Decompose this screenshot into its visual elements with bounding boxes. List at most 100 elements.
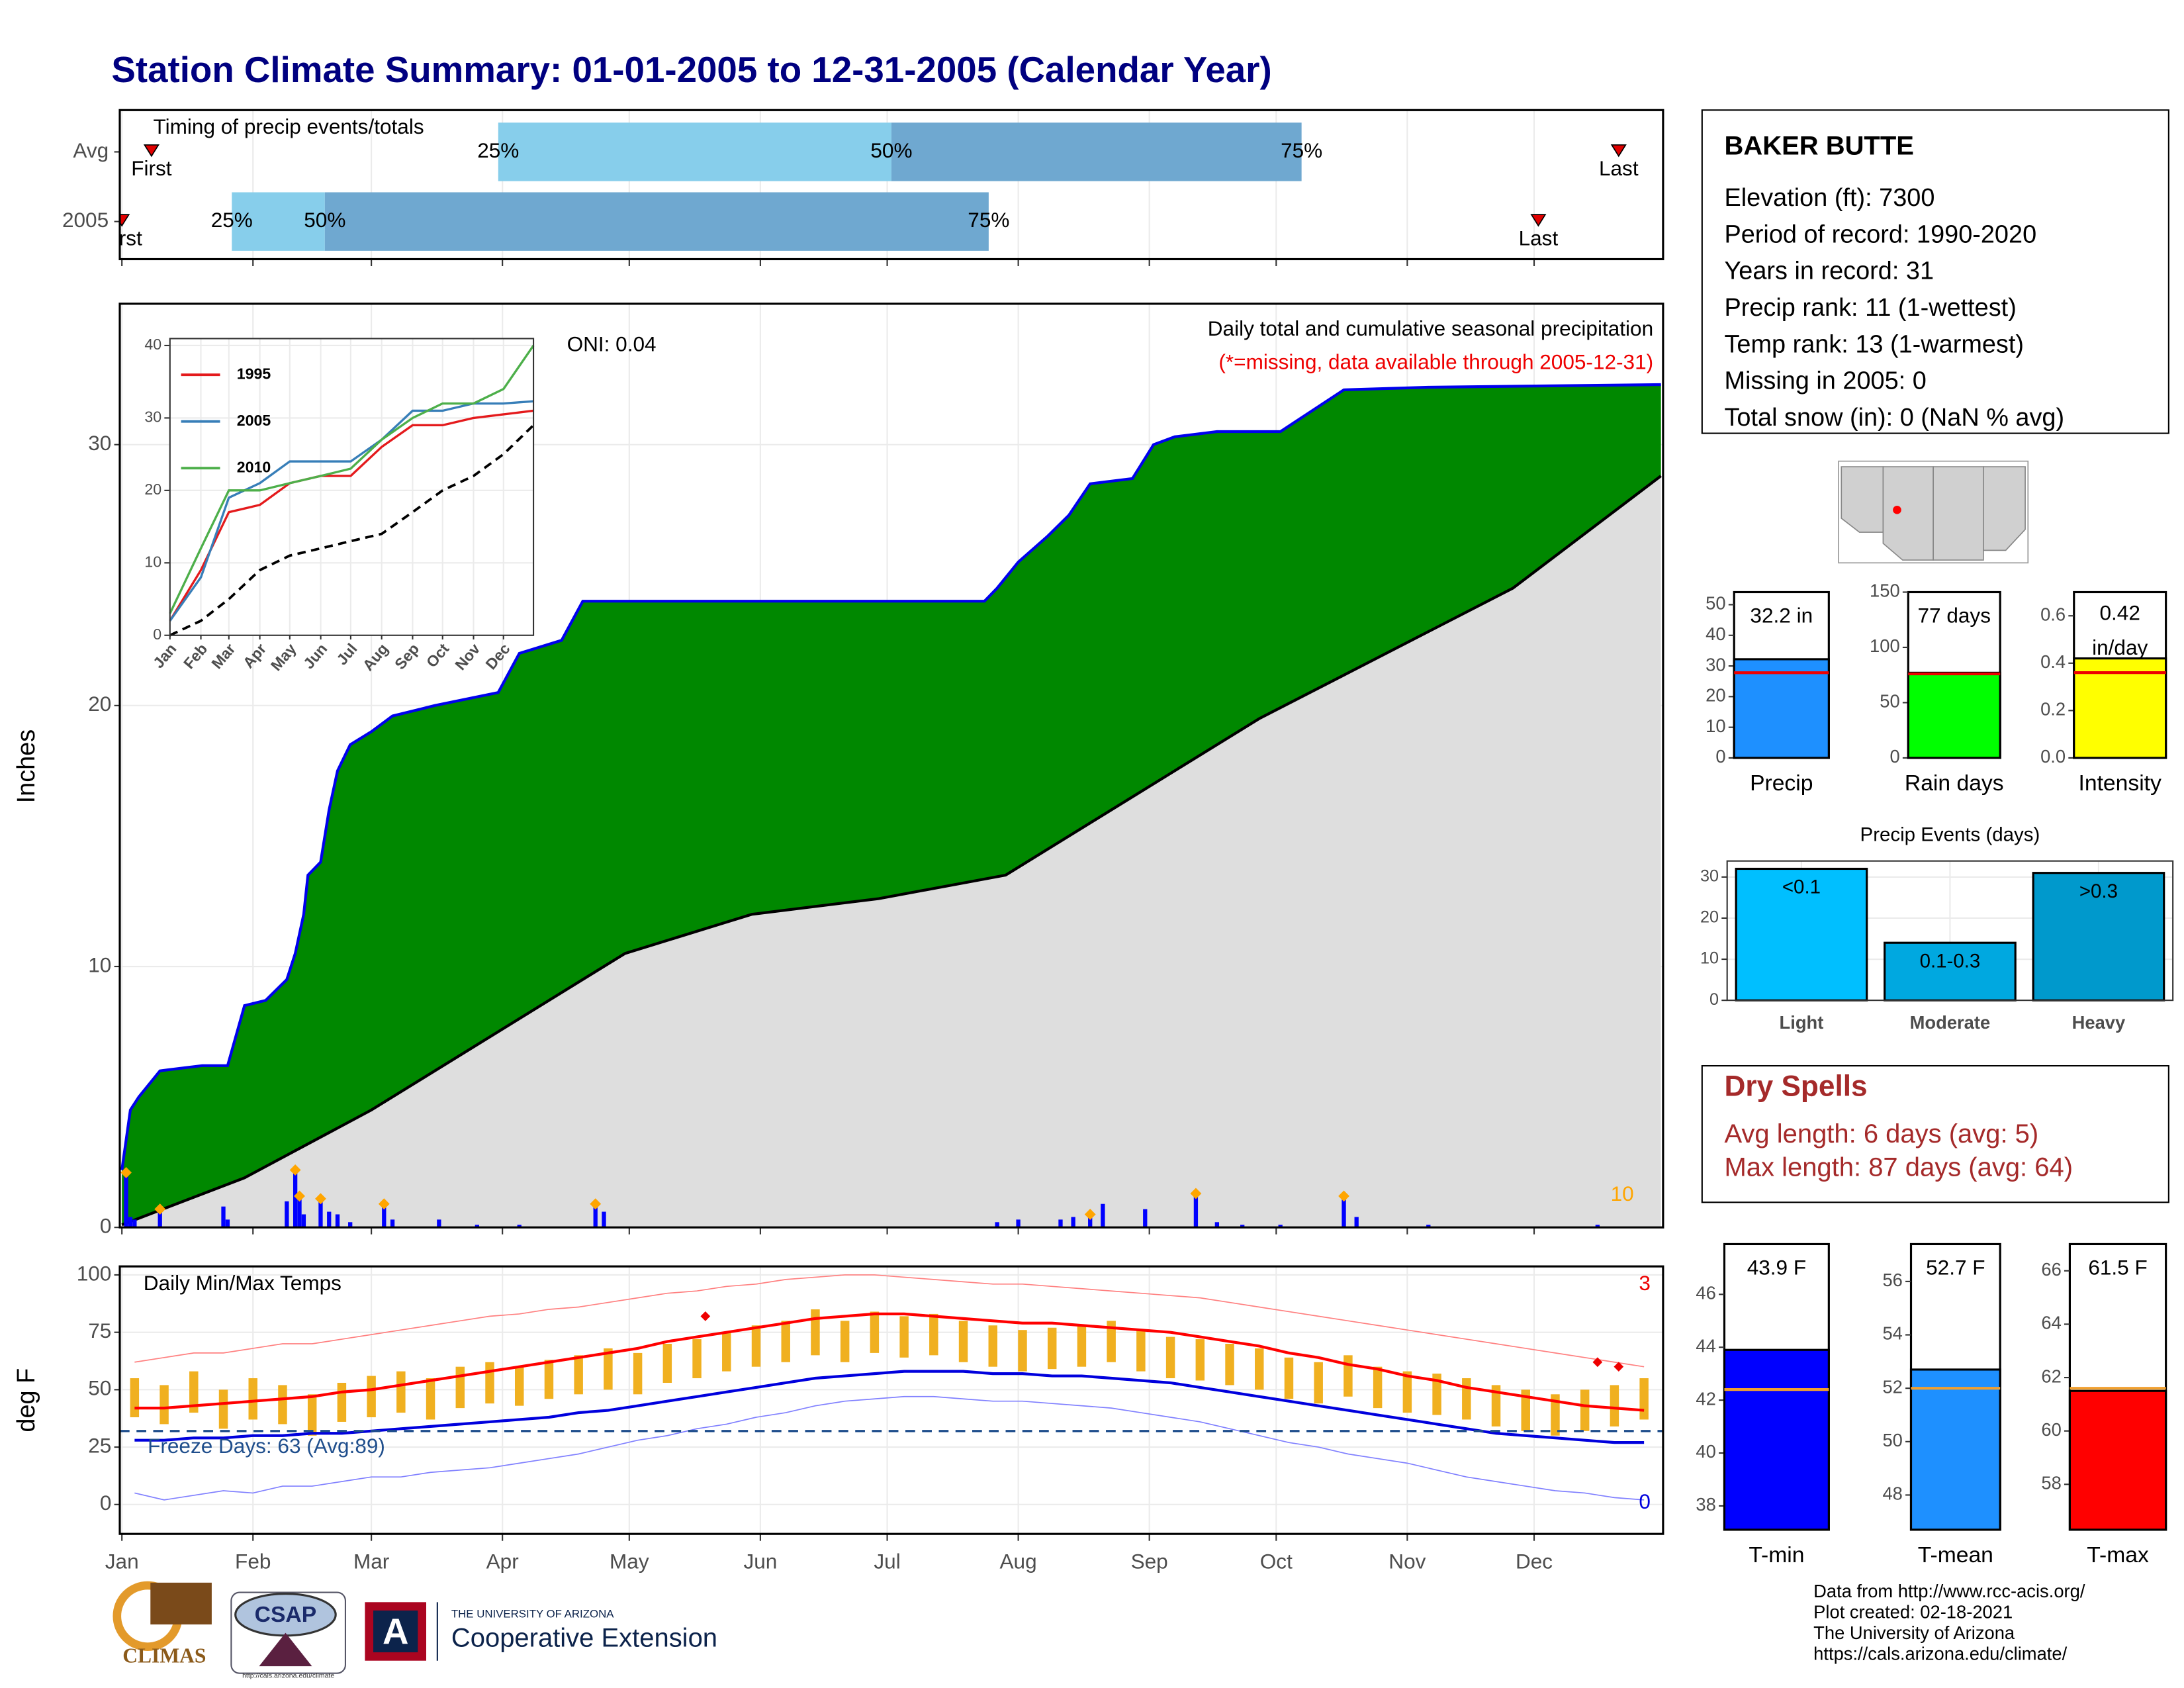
plot-frame	[118, 1265, 1664, 1535]
daily-precip-bar	[1240, 1225, 1245, 1228]
station-detail: Temp rank: 13 (1-warmest)	[1724, 330, 2024, 358]
daily-precip-bar	[285, 1201, 289, 1228]
x-tick-label: Feb	[235, 1550, 271, 1573]
daily-temp-range	[958, 1321, 968, 1362]
plot-frame	[1726, 860, 2174, 1002]
precip-subtitle: (*=missing, data available through 2005-…	[1218, 350, 1653, 374]
timing-title: Timing of precip events/totals	[154, 115, 424, 138]
y-tick-label: 44	[1696, 1335, 1715, 1356]
footer-text: Plot created: 02-18-2021	[1813, 1601, 2013, 1622]
daily-temp-range	[248, 1378, 257, 1420]
daily-temp-range	[218, 1389, 228, 1429]
map-state	[1983, 466, 2026, 551]
event-label: First	[131, 156, 172, 180]
avg-max-line	[134, 1312, 1645, 1412]
daily-precip-bar	[1071, 1217, 1075, 1228]
y-tick-label: 10	[88, 953, 111, 976]
daily-precip-bar	[1214, 1222, 1220, 1228]
y-tick-label: 48	[1882, 1483, 1902, 1504]
y-tick-label: 46	[1696, 1283, 1715, 1303]
daily-precip-bar	[297, 1196, 302, 1228]
daily-temp-range	[1551, 1394, 1560, 1436]
map-state	[1841, 466, 1884, 533]
extreme-marker	[1190, 1188, 1202, 1199]
daily-precip-bar	[593, 1203, 598, 1228]
event-label: Last	[1519, 226, 1559, 250]
observed-line	[120, 383, 1661, 1170]
daily-precip-bar	[128, 1217, 133, 1228]
avg-min-line	[134, 1370, 1645, 1444]
x-tick-label: Jan	[105, 1550, 139, 1573]
x-tick-label: Apr	[486, 1550, 519, 1573]
daily-temp-range	[574, 1355, 583, 1395]
dry-spells-title: Dry Spells	[1724, 1070, 1867, 1102]
temp-title: Daily Min/Max Temps	[144, 1271, 341, 1295]
x-tick-label: Jun	[743, 1550, 777, 1573]
plot-frame	[118, 109, 1664, 261]
quantile-label: 25%	[211, 208, 253, 232]
daily-temp-range	[514, 1366, 524, 1406]
daily-precip-bar	[1342, 1196, 1346, 1228]
daily-temp-range	[1373, 1366, 1383, 1409]
y-tick-label: 30	[1706, 654, 1725, 675]
value-label: 32.2 in	[1750, 604, 1813, 628]
daily-temp-range	[1521, 1389, 1530, 1431]
record-min-line	[134, 1395, 1645, 1501]
y-tick-label: 20	[88, 692, 111, 716]
climas-emblem	[150, 1582, 212, 1624]
daily-temp-range	[929, 1313, 938, 1356]
value-bar	[1909, 1368, 2001, 1531]
y-tick-label: 0	[100, 1214, 112, 1238]
map-state	[1882, 466, 1934, 561]
daily-temp-range	[1314, 1362, 1323, 1404]
daily-precip-bar	[335, 1214, 340, 1228]
plot-frame	[118, 303, 1664, 1229]
x-tick-label: Moderate	[1910, 1012, 1991, 1033]
daily-precip-bar	[382, 1203, 387, 1228]
extreme-marker	[1338, 1190, 1349, 1202]
daily-precip-bar	[602, 1211, 606, 1228]
daily-precip-bar	[293, 1170, 298, 1228]
y-tick-label: 0	[100, 1491, 112, 1515]
bar-value-label: <0.1	[1782, 876, 1821, 898]
y-tick-label: 50	[1882, 1430, 1902, 1450]
y-axis-title: deg F	[13, 1368, 40, 1432]
timing-plot: 25% 50% 75% First Last 25% 50% 75% First Last	[119, 122, 1639, 251]
value-label: 77 days	[1917, 604, 1991, 628]
daily-temp-range	[1077, 1325, 1087, 1367]
y-tick-label: 150	[1870, 581, 1900, 601]
x-tick-label: Nov	[1388, 1550, 1426, 1573]
record-max-line	[134, 1274, 1645, 1368]
daily-temp-range	[307, 1394, 317, 1436]
y-tick-label: 0.2	[2040, 699, 2066, 720]
daily-temp-range	[1165, 1336, 1175, 1379]
value-label: 0.42	[2099, 601, 2140, 625]
daily-temp-range	[751, 1325, 761, 1367]
station-detail: Period of record: 1990-2020	[1724, 220, 2036, 248]
y-tick-label: 10	[1700, 949, 1719, 968]
category-label: Precip	[1750, 771, 1813, 796]
average-line	[169, 424, 535, 637]
value-bar	[2073, 657, 2167, 759]
daily-precip-bar	[158, 1209, 162, 1228]
daily-temp-range	[1195, 1339, 1205, 1381]
daily-temp-range	[692, 1339, 702, 1379]
events-title: Precip Events (days)	[1860, 824, 2040, 846]
event-marker	[119, 214, 130, 227]
y-tick-label: 50	[88, 1376, 111, 1400]
daily-temp-range	[1255, 1348, 1264, 1390]
category-label: Rain days	[1905, 771, 2004, 796]
daily-temp-range	[455, 1366, 465, 1409]
event-marker	[143, 144, 159, 158]
y-tick-label: 20	[1700, 908, 1719, 927]
daily-precip-bar	[1595, 1225, 1600, 1228]
event-label: Last	[1599, 156, 1639, 180]
y-tick-label: 64	[2041, 1313, 2061, 1333]
daily-precip-bar	[390, 1219, 395, 1228]
daily-temp-range	[367, 1376, 376, 1417]
row-label: Avg	[73, 138, 109, 162]
daily-precip-bar	[1101, 1203, 1105, 1228]
csap-mountain	[259, 1632, 312, 1667]
surplus-area	[122, 385, 1661, 1225]
logos: CLIMAS CSAP http://cals.arizona.edu/clim…	[113, 1581, 717, 1680]
